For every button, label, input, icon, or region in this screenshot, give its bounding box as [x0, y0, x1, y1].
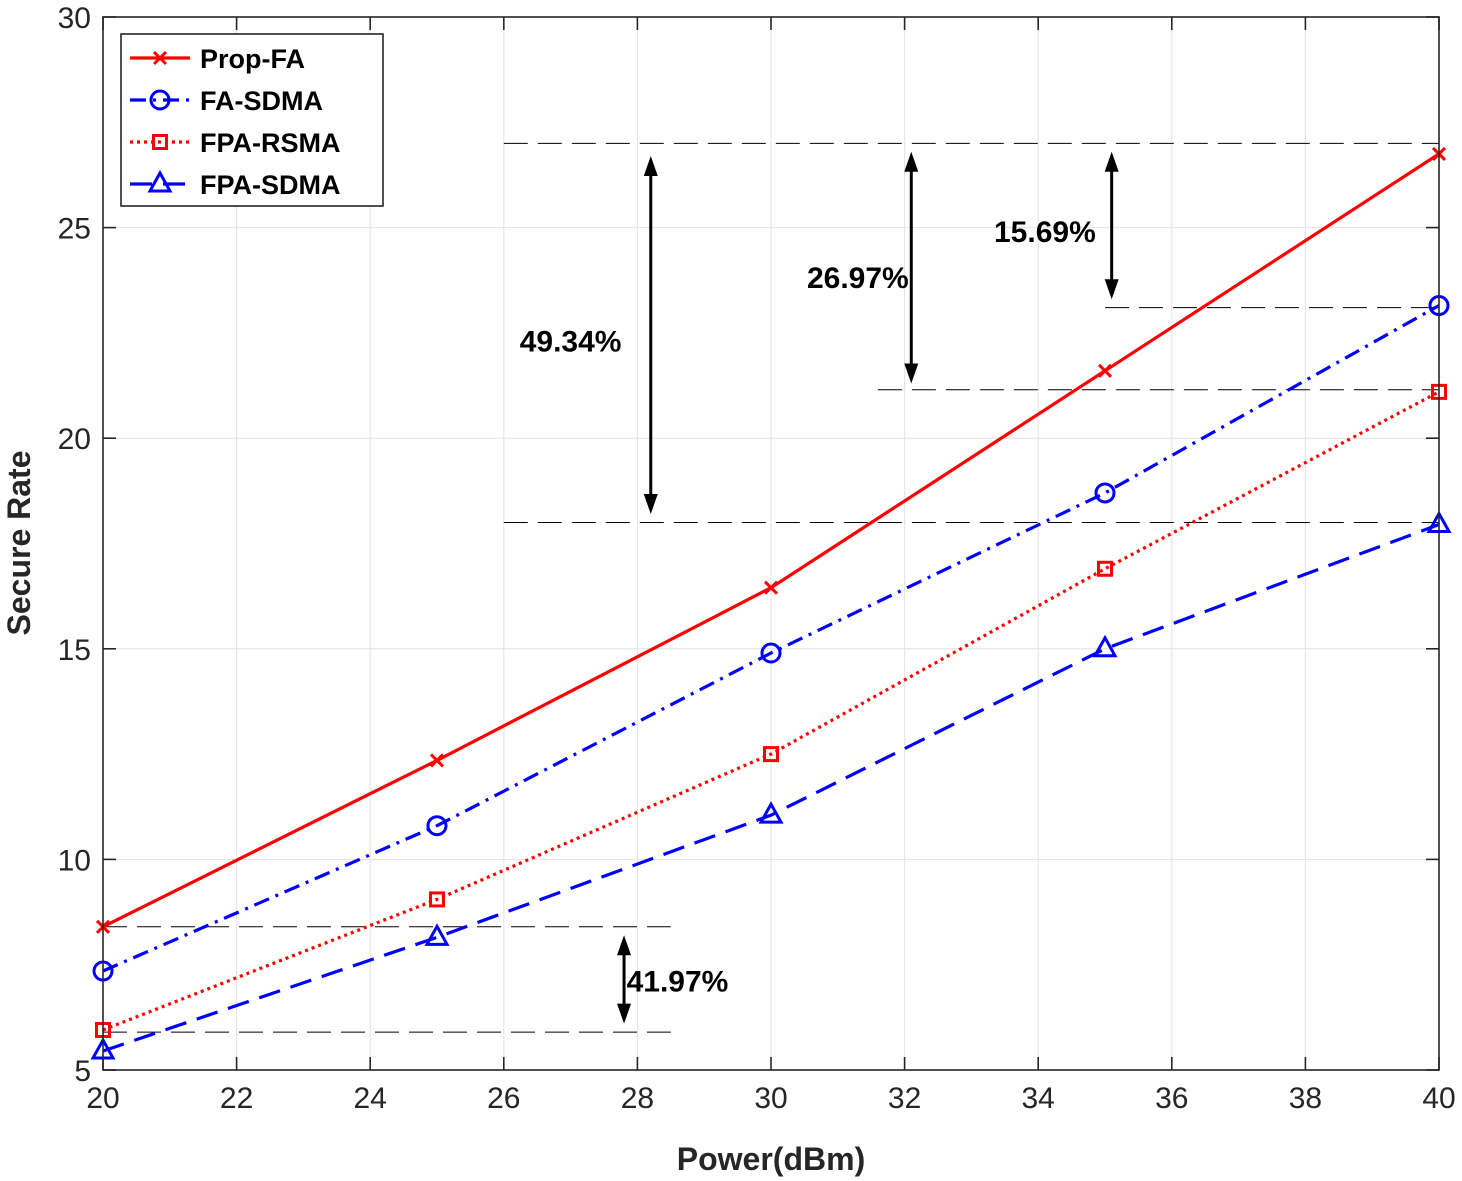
x-tick-label: 24: [354, 1082, 387, 1115]
data-point-square-marker: [763, 746, 779, 763]
arrow-head-up: [617, 935, 632, 956]
x-marker-stroke: [429, 753, 445, 768]
data-point-square-marker: [1097, 560, 1113, 577]
legend-entry: Prop-FA: [130, 44, 305, 74]
series-line: [102, 390, 1440, 1032]
legend-label: FPA-RSMA: [200, 128, 340, 158]
annotation-arrow: 41.97%: [617, 935, 729, 1024]
annotation-arrow: 15.69%: [994, 151, 1119, 300]
legend-entry: FA-SDMA: [130, 86, 323, 116]
legend-x-marker: [152, 50, 168, 66]
y-axis-label: Secure Rate: [1, 451, 37, 636]
x-marker-stroke: [152, 50, 168, 66]
x-tick-label: 22: [220, 1082, 253, 1115]
annotation-arrow: 49.34%: [520, 155, 658, 515]
legend-label: FPA-SDMA: [200, 170, 340, 200]
legend-entry: FPA-SDMA: [130, 169, 340, 200]
annotation-label: 26.97%: [807, 262, 909, 295]
x-tick-label: 38: [1289, 1082, 1322, 1115]
x-marker-stroke: [1097, 363, 1113, 378]
legend-square-marker: [152, 134, 168, 150]
data-point-x-marker: [1097, 363, 1113, 378]
data-point-circle-marker: [760, 642, 782, 664]
data-point-square-marker: [429, 891, 445, 908]
arrow-head-up: [1104, 151, 1119, 172]
annotation-arrow: 26.97%: [807, 151, 919, 384]
annotation-label: 49.34%: [520, 325, 622, 358]
x-marker-stroke: [763, 580, 779, 595]
data-point-x-marker: [429, 753, 445, 768]
legend-box: [120, 33, 384, 207]
data-point-x-marker: [763, 580, 779, 595]
data-point-triangle-marker: [1092, 634, 1118, 658]
x-tick-label: 26: [487, 1082, 520, 1115]
arrow-head-down: [617, 1003, 632, 1024]
arrow-head-up: [643, 155, 658, 176]
x-tick-label: 34: [1022, 1082, 1055, 1115]
data-point-triangle-marker: [424, 923, 450, 946]
data-point-triangle-marker: [758, 801, 784, 824]
series-prop-fa: [95, 146, 1447, 934]
x-tick-label: 40: [1422, 1082, 1455, 1115]
annotations: 49.34% 26.97% 15.69% 41.97%: [520, 151, 1119, 1024]
legend-entry: FPA-RSMA: [130, 128, 340, 158]
y-tick-label: 30: [58, 2, 91, 35]
x-tick-label: 20: [86, 1082, 119, 1115]
x-axis-label: Power(dBm): [677, 1141, 865, 1177]
y-tick-label: 25: [58, 213, 91, 246]
x-tick-label: 30: [754, 1082, 787, 1115]
reference-lines: [103, 142, 1439, 1033]
legend: Prop-FA FA-SDMA FPA-RSMA FPA-SDMA: [120, 33, 384, 207]
arrow-head-down: [904, 363, 919, 384]
data-point-circle-marker: [426, 815, 448, 837]
annotation-label: 15.69%: [994, 216, 1096, 249]
arrow-head-down: [1104, 279, 1119, 300]
y-tick-label: 5: [74, 1055, 91, 1088]
legend-circle-marker: [149, 89, 171, 111]
y-tick-label: 20: [58, 423, 91, 456]
legend-triangle-marker: [147, 169, 173, 193]
ticks: 20 22 24 26 28 30 32 34 36 38 40 5 10 15 20 25 30: [58, 2, 1456, 1115]
arrow-head-up: [904, 151, 919, 172]
series-line: [102, 304, 1440, 973]
arrow-head-down: [643, 494, 658, 515]
y-tick-label: 10: [58, 844, 91, 877]
data-point-circle-marker: [1094, 482, 1116, 504]
legend-label: FA-SDMA: [200, 86, 323, 116]
x-tick-label: 36: [1155, 1082, 1188, 1115]
series-line: [102, 523, 1440, 1053]
x-tick-label: 32: [888, 1082, 921, 1115]
annotation-label: 41.97%: [627, 966, 729, 999]
x-tick-label: 28: [621, 1082, 654, 1115]
legend-label: Prop-FA: [200, 44, 305, 74]
y-tick-label: 15: [58, 634, 91, 667]
